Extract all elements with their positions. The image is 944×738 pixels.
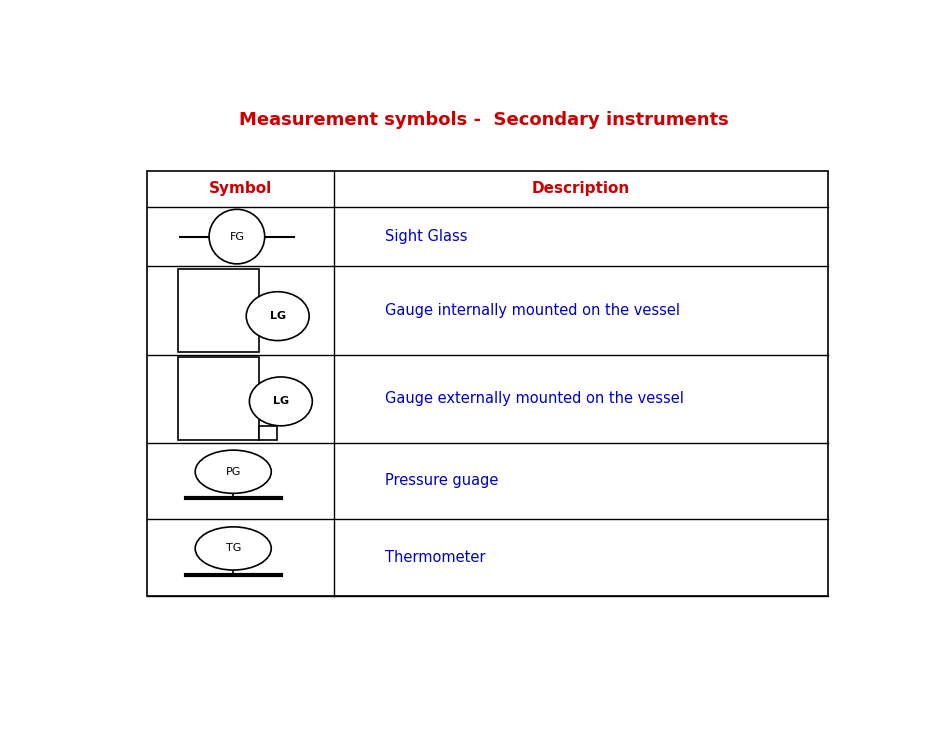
Text: TG: TG	[226, 543, 241, 554]
Bar	[178, 357, 259, 440]
Text: Measurement symbols -  Secondary instruments: Measurement symbols - Secondary instrume…	[239, 111, 729, 129]
Circle shape	[246, 292, 310, 340]
Bar	[147, 171, 828, 596]
Text: FG: FG	[229, 232, 244, 241]
Text: Sight Glass: Sight Glass	[385, 229, 467, 244]
Text: LG: LG	[273, 396, 289, 407]
Text: Pressure guage: Pressure guage	[385, 474, 498, 489]
Bar	[259, 426, 278, 440]
Ellipse shape	[209, 210, 264, 264]
Ellipse shape	[195, 527, 271, 570]
Ellipse shape	[195, 450, 271, 493]
Text: Thermometer: Thermometer	[385, 550, 485, 565]
Text: LG: LG	[270, 311, 286, 321]
Circle shape	[249, 377, 312, 426]
Bar	[178, 269, 259, 352]
Text: Gauge externally mounted on the vessel: Gauge externally mounted on the vessel	[385, 391, 683, 406]
Text: Description: Description	[531, 182, 630, 196]
Text: Gauge internally mounted on the vessel: Gauge internally mounted on the vessel	[385, 303, 680, 318]
Text: Symbol: Symbol	[209, 182, 272, 196]
Text: PG: PG	[226, 466, 241, 477]
